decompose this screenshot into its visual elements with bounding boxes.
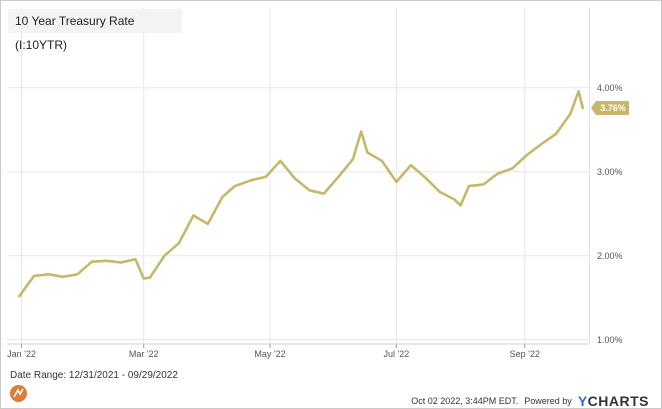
timestamp-label: Oct 02 2022, 3:44PM EDT. <box>411 396 519 406</box>
y-tick-label: 4.00% <box>597 83 623 93</box>
x-tick-label: Mar '22 <box>129 349 159 359</box>
x-tick-label: Sep '22 <box>510 349 540 359</box>
chart-title: 10 Year Treasury Rate (I:10YTR) <box>8 9 182 52</box>
last-value-label: 3.76% <box>600 103 626 113</box>
x-tick-label: Jan '22 <box>7 349 36 359</box>
ycharts-brand[interactable]: YCHARTS <box>578 393 649 409</box>
brand-rest: CHARTS <box>587 393 649 409</box>
y-tick-label: 2.00% <box>597 251 623 261</box>
x-tick-label: May '22 <box>254 349 285 359</box>
powered-by-label: Powered by <box>524 396 572 406</box>
footer-attribution: Oct 02 2022, 3:44PM EDT. Powered by YCHA… <box>411 393 649 409</box>
y-tick-label: 3.00% <box>597 167 623 177</box>
date-range-label: Date Range: 12/31/2021 - 09/29/2022 <box>10 370 178 381</box>
y-tick-label: 1.00% <box>597 335 623 345</box>
brand-y: Y <box>577 393 588 409</box>
ycharts-logo-icon <box>10 385 27 402</box>
last-value-badge <box>591 100 629 115</box>
series-line <box>18 89 585 298</box>
x-tick-label: Jul '22 <box>384 349 410 359</box>
